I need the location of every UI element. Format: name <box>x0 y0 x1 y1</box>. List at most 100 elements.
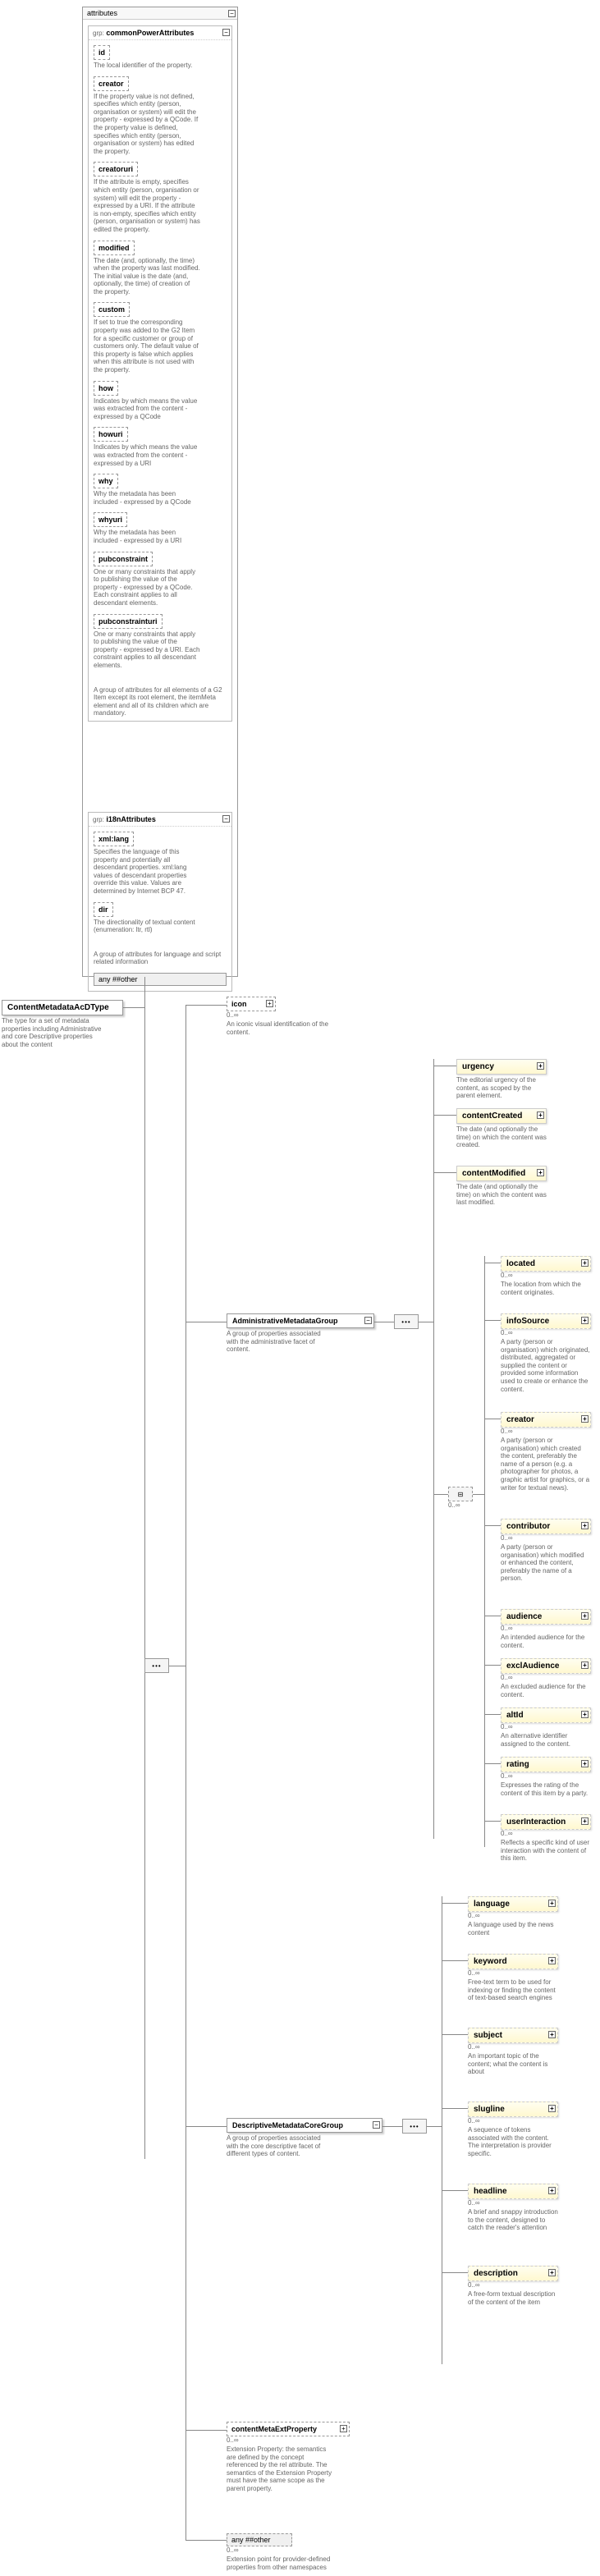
attr-item: whyuri <box>98 516 122 524</box>
collapse-icon[interactable]: − <box>228 10 236 17</box>
admin-item-desc: An intended audience for the content. <box>501 1634 591 1649</box>
desc-item: description <box>474 2269 518 2278</box>
admin-card: 0..∞ <box>501 1772 591 1780</box>
attributes-container: attributes − grp: commonPowerAttributes … <box>82 7 238 977</box>
expand-icon[interactable]: + <box>548 2187 556 2194</box>
attr-item: custom <box>98 305 125 314</box>
desc-item-desc: A free-form textual description of the c… <box>468 2290 558 2306</box>
admin-card: 0..∞ <box>501 1723 591 1730</box>
admin-card: 0..∞ <box>501 1674 591 1681</box>
admin-item-desc: A party (person or organisation) which o… <box>501 1338 591 1393</box>
expand-icon[interactable]: + <box>548 2105 556 2112</box>
expand-icon[interactable]: + <box>581 1415 589 1423</box>
desc-item: slugline <box>474 2105 505 2114</box>
attr-item: how <box>98 384 113 392</box>
desc-card: 0..∞ <box>468 2281 558 2289</box>
admin-item-desc: A party (person or organisation) which c… <box>501 1437 591 1492</box>
admin-item: userInteraction <box>506 1817 566 1827</box>
admin-item-desc: The date (and optionally the time) on wh… <box>456 1125 547 1149</box>
any-other-element: any ##other <box>227 2533 292 2546</box>
root-desc: The type for a set of metadata propertie… <box>2 1017 108 1048</box>
admin-card: 0..∞ <box>501 1272 591 1279</box>
attr-desc: One or many constraints that apply to pu… <box>94 568 200 607</box>
collapse-icon[interactable]: − <box>222 29 230 36</box>
admin-item-desc: The location from which the content orig… <box>501 1281 591 1296</box>
desc-item-desc: An important topic of the content; what … <box>468 2052 558 2076</box>
desc-item: subject <box>474 2031 502 2040</box>
descriptive-group: DescriptiveMetadataCoreGroup <box>232 2121 343 2129</box>
desc-card: 0..∞ <box>468 2199 558 2207</box>
attr-desc: If set to true the corresponding propert… <box>94 319 200 374</box>
attr-item: id <box>98 48 105 57</box>
admin-item: infoSource <box>506 1317 549 1326</box>
admin-item-desc: Expresses the rating of the content of t… <box>501 1781 591 1797</box>
desc-item-desc: Free-text term to be used for indexing o… <box>468 1978 558 2002</box>
expand-icon[interactable]: + <box>537 1062 544 1070</box>
admin-card: 0..∞ <box>501 1830 591 1837</box>
attr-item: pubconstrainturi <box>98 617 158 626</box>
admin-card: 0..∞ <box>501 1329 591 1336</box>
expand-icon[interactable]: + <box>266 1000 273 1007</box>
attr-desc: Indicates by which means the value was e… <box>94 397 200 421</box>
expand-icon[interactable]: + <box>548 1900 556 1907</box>
attr-item: xml:lang <box>98 835 129 843</box>
attr-desc: One or many constraints that apply to pu… <box>94 630 200 670</box>
desc-item: keyword <box>474 1957 507 1966</box>
attr-item: creatoruri <box>98 165 133 173</box>
expand-icon[interactable]: + <box>548 2031 556 2038</box>
i18n-name: i18nAttributes <box>106 815 156 823</box>
expand-icon[interactable]: + <box>581 1259 589 1267</box>
attr-desc: The directionality of textual content (e… <box>94 919 200 934</box>
sequence-icon <box>402 2119 427 2134</box>
ext-desc: Extension Property: the semantics are de… <box>227 2445 333 2493</box>
attr-desc: Why the metadata has been included - exp… <box>94 490 200 506</box>
attr-item: dir <box>98 905 108 914</box>
expand-icon[interactable]: + <box>581 1317 589 1324</box>
expand-icon[interactable]: + <box>581 1612 589 1620</box>
expand-icon[interactable]: + <box>581 1760 589 1767</box>
desc-card: 0..∞ <box>468 2043 558 2051</box>
expand-icon[interactable]: + <box>581 1662 589 1669</box>
sequence-icon <box>394 1314 419 1329</box>
sequence-icon <box>144 1658 169 1673</box>
grp-label: grp: <box>93 30 104 37</box>
collapse-icon[interactable]: − <box>222 815 230 823</box>
icon-desc: An iconic visual identification of the c… <box>227 1020 333 1036</box>
content-meta-ext: contentMetaExtProperty <box>231 2425 317 2433</box>
descriptive-desc: A group of properties associated with th… <box>227 2134 333 2158</box>
attr-item: creator <box>98 80 124 88</box>
attr-item: pubconstraint <box>98 555 148 563</box>
grp-label: grp: <box>93 816 104 823</box>
admin-item-desc: The editorial urgency of the content, as… <box>456 1076 547 1100</box>
expand-icon[interactable]: + <box>537 1169 544 1176</box>
any-desc: Extension point for provider-defined pro… <box>227 2555 333 2571</box>
expand-icon[interactable]: + <box>581 1711 589 1718</box>
expand-icon[interactable]: + <box>581 1817 589 1825</box>
admin-item-desc: A party (person or organisation) which m… <box>501 1543 591 1583</box>
common-power-name: commonPowerAttributes <box>106 29 194 37</box>
attr-item: why <box>98 477 113 485</box>
admin-item: contentModified <box>462 1169 525 1178</box>
desc-card: 0..∞ <box>468 1969 558 1977</box>
choice-card: 0..∞ <box>448 1501 473 1509</box>
attr-header-label: attributes <box>87 9 117 17</box>
any-other-attr: any ##other <box>94 973 227 986</box>
expand-icon[interactable]: + <box>340 2425 347 2432</box>
admin-card: 0..∞ <box>501 1428 591 1435</box>
collapse-icon[interactable]: − <box>373 2121 380 2129</box>
attr-desc: If the property value is not defined, sp… <box>94 93 200 156</box>
collapse-icon[interactable]: − <box>364 1317 372 1324</box>
icon-card: 0..∞ <box>227 1011 333 1019</box>
expand-icon[interactable]: + <box>581 1522 589 1529</box>
expand-icon[interactable]: + <box>548 1957 556 1964</box>
ext-card: 0..∞ <box>227 2436 350 2444</box>
admin-item: rating <box>506 1760 529 1769</box>
expand-icon[interactable]: + <box>548 2269 556 2276</box>
expand-icon[interactable]: + <box>537 1112 544 1119</box>
admin-item: contentCreated <box>462 1112 522 1121</box>
admin-item: audience <box>506 1612 542 1621</box>
attr-desc: Indicates by which means the value was e… <box>94 443 200 467</box>
admin-card: 0..∞ <box>501 1625 591 1632</box>
admin-item: contributor <box>506 1522 550 1531</box>
desc-card: 0..∞ <box>468 1912 558 1919</box>
